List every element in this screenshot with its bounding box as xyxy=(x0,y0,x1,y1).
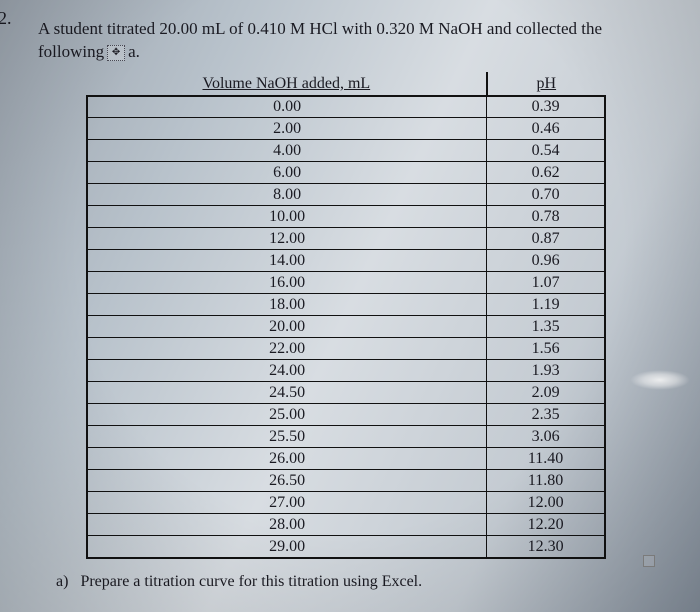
table-row: 20.001.35 xyxy=(87,316,605,338)
cell-volume: 22.00 xyxy=(87,338,487,360)
cell-ph: 0.96 xyxy=(487,250,605,272)
cell-volume: 24.00 xyxy=(87,360,487,382)
cell-ph: 11.40 xyxy=(487,448,605,470)
cell-ph: 12.00 xyxy=(487,492,605,514)
table-row: 25.002.35 xyxy=(87,404,605,426)
cell-volume: 2.00 xyxy=(87,118,487,140)
page-corner-checkbox-icon xyxy=(643,555,655,567)
cell-ph: 0.39 xyxy=(487,96,605,118)
table-row: 14.000.96 xyxy=(87,250,605,272)
worksheet-page: 2. A student titrated 20.00 mL of 0.410 … xyxy=(0,0,700,612)
cell-volume: 12.00 xyxy=(87,228,487,250)
cell-ph: 0.62 xyxy=(487,162,605,184)
cell-ph: 2.09 xyxy=(487,382,605,404)
question-number: 2. xyxy=(0,8,12,29)
cell-ph: 11.80 xyxy=(487,470,605,492)
table-row: 25.503.06 xyxy=(87,426,605,448)
table-row: 12.000.87 xyxy=(87,228,605,250)
table-row: 24.001.93 xyxy=(87,360,605,382)
cell-volume: 18.00 xyxy=(87,294,487,316)
part-a-text: Prepare a titration curve for this titra… xyxy=(80,573,422,590)
table-row: 0.000.39 xyxy=(87,96,605,118)
table-row: 28.0012.20 xyxy=(87,514,605,536)
cell-ph: 2.35 xyxy=(487,404,605,426)
cell-volume: 16.00 xyxy=(87,272,487,294)
part-a-label: a) xyxy=(56,573,68,590)
cell-volume: 10.00 xyxy=(87,206,487,228)
table-row: 18.001.19 xyxy=(87,294,605,316)
cell-volume: 26.00 xyxy=(87,448,487,470)
table-row: 2.000.46 xyxy=(87,118,605,140)
problem-line-2-prefix: following xyxy=(38,41,104,64)
table-row: 22.001.56 xyxy=(87,338,605,360)
cell-ph: 0.78 xyxy=(487,206,605,228)
cell-ph: 3.06 xyxy=(487,426,605,448)
cell-volume: 25.00 xyxy=(87,404,487,426)
cell-volume: 20.00 xyxy=(87,316,487,338)
cell-volume: 4.00 xyxy=(87,140,487,162)
table-row: 26.0011.40 xyxy=(87,448,605,470)
cell-ph: 1.93 xyxy=(487,360,605,382)
table-row: 16.001.07 xyxy=(87,272,605,294)
table-row: 10.000.78 xyxy=(87,206,605,228)
problem-line-2-suffix: a. xyxy=(128,41,140,64)
titration-data-table: Volume NaOH added, mL pH 0.000.392.000.4… xyxy=(86,72,606,559)
cell-ph: 0.87 xyxy=(487,228,605,250)
cell-ph: 0.70 xyxy=(487,184,605,206)
table-row: 8.000.70 xyxy=(87,184,605,206)
cell-ph: 1.35 xyxy=(487,316,605,338)
table-row: 29.0012.30 xyxy=(87,536,605,558)
cell-volume: 25.50 xyxy=(87,426,487,448)
move-cursor-icon: ✥ xyxy=(107,45,125,61)
cell-ph: 1.19 xyxy=(487,294,605,316)
header-volume: Volume NaOH added, mL xyxy=(87,72,487,96)
titration-table-wrapper: Volume NaOH added, mL pH 0.000.392.000.4… xyxy=(86,72,606,559)
cell-ph: 1.56 xyxy=(487,338,605,360)
cell-volume: 24.50 xyxy=(87,382,487,404)
cell-volume: 0.00 xyxy=(87,96,487,118)
cell-ph: 12.30 xyxy=(487,536,605,558)
table-header-row: Volume NaOH added, mL pH xyxy=(87,72,605,96)
problem-line-2: following ✥ a. xyxy=(38,41,670,64)
cell-volume: 6.00 xyxy=(87,162,487,184)
table-row: 4.000.54 xyxy=(87,140,605,162)
problem-statement: A student titrated 20.00 mL of 0.410 M H… xyxy=(38,18,670,64)
table-row: 24.502.09 xyxy=(87,382,605,404)
cell-volume: 14.00 xyxy=(87,250,487,272)
cell-volume: 29.00 xyxy=(87,536,487,558)
cell-volume: 8.00 xyxy=(87,184,487,206)
table-row: 26.5011.80 xyxy=(87,470,605,492)
part-a: a) Prepare a titration curve for this ti… xyxy=(56,573,670,591)
cell-ph: 1.07 xyxy=(487,272,605,294)
problem-line-1: A student titrated 20.00 mL of 0.410 M H… xyxy=(38,18,670,41)
table-row: 6.000.62 xyxy=(87,162,605,184)
cell-ph: 0.46 xyxy=(487,118,605,140)
cell-volume: 28.00 xyxy=(87,514,487,536)
table-body: 0.000.392.000.464.000.546.000.628.000.70… xyxy=(87,96,605,558)
cell-ph: 0.54 xyxy=(487,140,605,162)
header-ph: pH xyxy=(487,72,605,96)
cell-volume: 27.00 xyxy=(87,492,487,514)
cell-ph: 12.20 xyxy=(487,514,605,536)
table-row: 27.0012.00 xyxy=(87,492,605,514)
cell-volume: 26.50 xyxy=(87,470,487,492)
